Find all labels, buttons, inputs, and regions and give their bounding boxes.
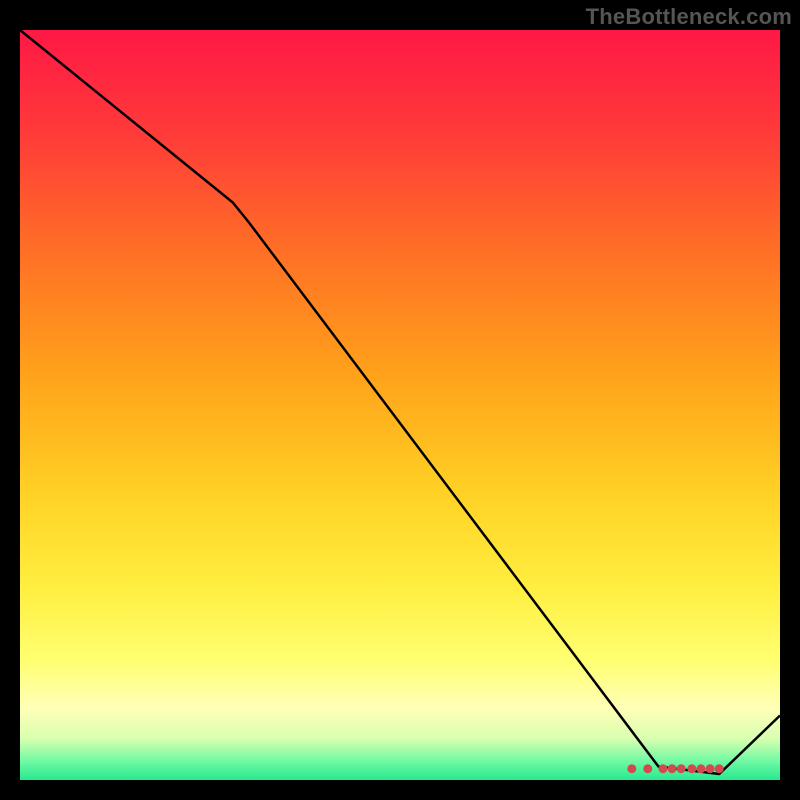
optimal-marker <box>687 764 696 773</box>
watermark-text: TheBottleneck.com <box>578 0 800 34</box>
chart-container: TheBottleneck.com <box>0 0 800 800</box>
optimal-marker <box>643 764 652 773</box>
optimal-marker <box>706 764 715 773</box>
optimal-marker <box>715 764 724 773</box>
optimal-marker <box>677 764 686 773</box>
bottleneck-chart <box>0 0 800 800</box>
optimal-marker <box>658 764 667 773</box>
optimal-marker <box>668 764 677 773</box>
plot-background <box>20 30 780 780</box>
optimal-marker <box>696 764 705 773</box>
optimal-marker <box>627 764 636 773</box>
